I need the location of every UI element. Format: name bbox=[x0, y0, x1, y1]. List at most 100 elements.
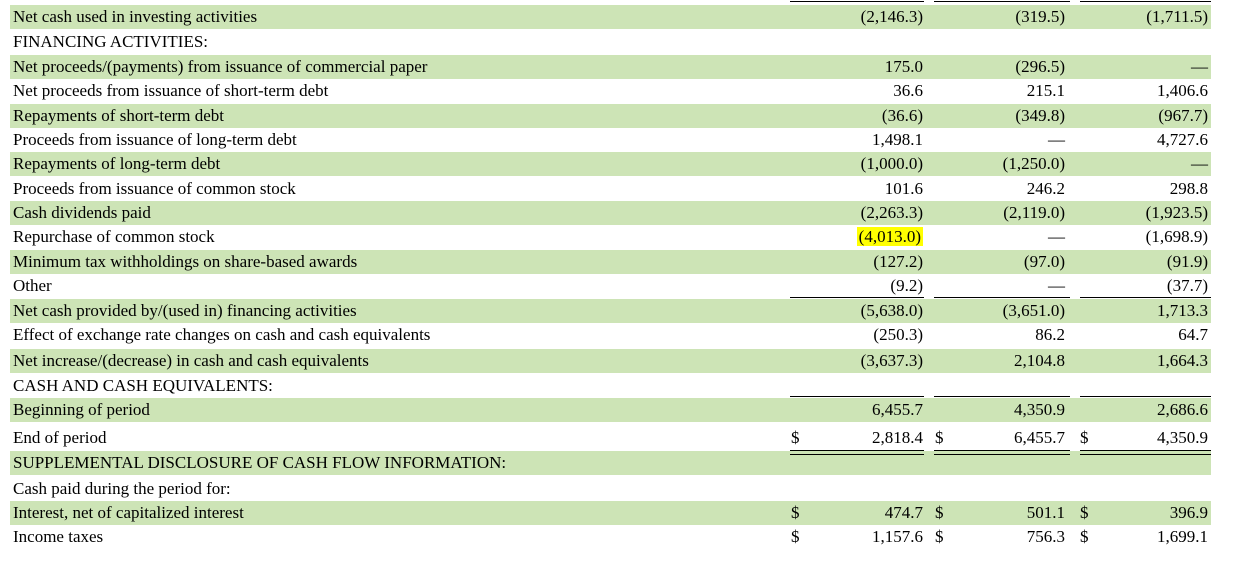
currency-symbol: $ bbox=[791, 428, 800, 447]
currency-symbol: $ bbox=[935, 428, 944, 447]
table-row: Cash paid during the period for: bbox=[10, 477, 1211, 501]
table-row: Income taxes $1,157.6 $756.3 $1,699.1 bbox=[10, 525, 1211, 549]
table-row: Cash dividends paid (2,263.3) (2,119.0) (1,… bbox=[10, 201, 1211, 225]
table-row: Repurchase of common stock (4,013.0) — (1,6… bbox=[10, 225, 1211, 249]
value-cell: (91.9) bbox=[1166, 252, 1208, 271]
row-label: Net increase/(decrease) in cash and cash… bbox=[13, 351, 369, 370]
row-label: FINANCING ACTIVITIES: bbox=[13, 32, 209, 51]
currency-symbol: $ bbox=[1080, 503, 1089, 522]
table-row: FINANCING ACTIVITIES: bbox=[10, 30, 1211, 54]
single-rule bbox=[934, 1, 1070, 2]
value-cell: (127.2) bbox=[873, 252, 923, 271]
double-rule bbox=[790, 450, 924, 455]
row-label: Net proceeds from issuance of short-term… bbox=[13, 81, 329, 100]
value-cell: 1,406.6 bbox=[1157, 81, 1208, 100]
value-cell: (36.6) bbox=[881, 106, 923, 125]
value-cell: 298.8 bbox=[1169, 179, 1208, 198]
value-cell: (3,637.3) bbox=[860, 351, 923, 370]
value-cell: — bbox=[1048, 276, 1065, 295]
value-cell: 2,104.8 bbox=[1014, 351, 1065, 370]
row-label: Repayments of long-term debt bbox=[13, 154, 221, 173]
row-label: Net cash used in investing activities bbox=[13, 7, 258, 26]
table-row: Interest, net of capitalized interest $47… bbox=[10, 501, 1211, 525]
value-cell: 474.7 bbox=[884, 503, 923, 522]
value-cell: (37.7) bbox=[1166, 276, 1208, 295]
value-cell: — bbox=[1191, 154, 1208, 173]
row-label: Repurchase of common stock bbox=[13, 227, 215, 246]
value-cell: (2,119.0) bbox=[1003, 203, 1065, 222]
value-cell: 4,350.9 bbox=[1014, 400, 1065, 419]
row-label: SUPPLEMENTAL DISCLOSURE OF CASH FLOW INF… bbox=[13, 453, 507, 472]
row-label: Income taxes bbox=[13, 527, 104, 546]
value-cell: 1,664.3 bbox=[1157, 351, 1208, 370]
value-cell: (2,263.3) bbox=[860, 203, 923, 222]
table-row: SUPPLEMENTAL DISCLOSURE OF CASH FLOW INF… bbox=[10, 451, 1211, 475]
value-cell: 1,498.1 bbox=[872, 130, 923, 149]
value-cell: (1,923.5) bbox=[1145, 203, 1208, 222]
value-cell: 2,818.4 bbox=[872, 428, 923, 447]
currency-symbol: $ bbox=[1080, 428, 1089, 447]
value-cell: (3,651.0) bbox=[1002, 301, 1065, 320]
row-label: Interest, net of capitalized interest bbox=[13, 503, 244, 522]
single-rule bbox=[1080, 1, 1211, 2]
row-label: Other bbox=[13, 276, 52, 295]
currency-symbol: $ bbox=[935, 503, 944, 522]
value-cell: 215.1 bbox=[1026, 81, 1065, 100]
row-label: Repayments of short-term debt bbox=[13, 106, 225, 125]
table-row: Net increase/(decrease) in cash and cash… bbox=[10, 349, 1211, 373]
double-rule bbox=[1080, 450, 1211, 455]
row-label: Cash dividends paid bbox=[13, 203, 151, 222]
table-row: Repayments of short-term debt (36.6) (349.… bbox=[10, 104, 1211, 128]
value-cell: 501.1 bbox=[1026, 503, 1065, 522]
value-cell: (2,146.3) bbox=[860, 7, 923, 26]
table-row: Repayments of long-term debt (1,000.0) (1,… bbox=[10, 152, 1211, 176]
value-cell: 2,686.6 bbox=[1157, 400, 1208, 419]
value-cell: 1,699.1 bbox=[1157, 527, 1208, 546]
value-cell: (967.7) bbox=[1158, 106, 1208, 125]
table-row: End of period $2,818.4 $6,455.7 $4,350.9 bbox=[10, 426, 1211, 450]
table-row: Effect of exchange rate changes on cash … bbox=[10, 323, 1211, 347]
row-label: Minimum tax withholdings on share-based … bbox=[13, 252, 358, 271]
value-cell: (4,013.0) bbox=[856, 227, 923, 247]
value-cell: — bbox=[1048, 130, 1065, 149]
row-label: Beginning of period bbox=[13, 400, 150, 419]
value-cell: 6,455.7 bbox=[1014, 428, 1065, 447]
value-cell: 101.6 bbox=[884, 179, 923, 198]
table-row: Net cash used in investing activities (2,… bbox=[10, 5, 1211, 29]
value-cell: 4,727.6 bbox=[1157, 130, 1208, 149]
value-cell: 64.7 bbox=[1178, 325, 1208, 344]
double-rule bbox=[934, 450, 1070, 455]
table-row: Net proceeds from issuance of short-term… bbox=[10, 79, 1211, 103]
value-cell: (349.8) bbox=[1015, 106, 1065, 125]
value-cell: — bbox=[1048, 227, 1065, 246]
single-rule bbox=[934, 297, 1070, 298]
currency-symbol: $ bbox=[935, 527, 944, 546]
single-rule bbox=[790, 1, 924, 2]
table-row: Minimum tax withholdings on share-based … bbox=[10, 250, 1211, 274]
currency-symbol: $ bbox=[791, 503, 800, 522]
value-cell: 175.0 bbox=[884, 57, 923, 76]
currency-symbol: $ bbox=[791, 527, 800, 546]
value-cell: 86.2 bbox=[1035, 325, 1065, 344]
value-cell: (296.5) bbox=[1015, 57, 1065, 76]
value-cell: (5,638.0) bbox=[860, 301, 923, 320]
value-cell: 6,455.7 bbox=[872, 400, 923, 419]
value-cell: 1,713.3 bbox=[1157, 301, 1208, 320]
value-cell: (250.3) bbox=[873, 325, 923, 344]
table-row: Net proceeds/(payments) from issuance of… bbox=[10, 55, 1211, 79]
row-label: End of period bbox=[13, 428, 107, 447]
table-row: Beginning of period 6,455.7 4,350.9 2,686.6 bbox=[10, 398, 1211, 422]
row-label: Effect of exchange rate changes on cash … bbox=[13, 325, 431, 344]
row-label: Net proceeds/(payments) from issuance of… bbox=[13, 57, 428, 76]
value-cell: (1,711.5) bbox=[1146, 7, 1208, 26]
single-rule bbox=[790, 297, 924, 298]
table-row: CASH AND CASH EQUIVALENTS: bbox=[10, 374, 1211, 398]
value-cell: 396.9 bbox=[1169, 503, 1208, 522]
table-row: Net cash provided by/(used in) financing… bbox=[10, 299, 1211, 323]
value-cell: 36.6 bbox=[893, 81, 923, 100]
value-cell: 1,157.6 bbox=[872, 527, 923, 546]
single-rule bbox=[790, 396, 924, 397]
table-row: Proceeds from issuance of common stock 10… bbox=[10, 177, 1211, 201]
table-row: Other (9.2) — (37.7) bbox=[10, 274, 1211, 298]
